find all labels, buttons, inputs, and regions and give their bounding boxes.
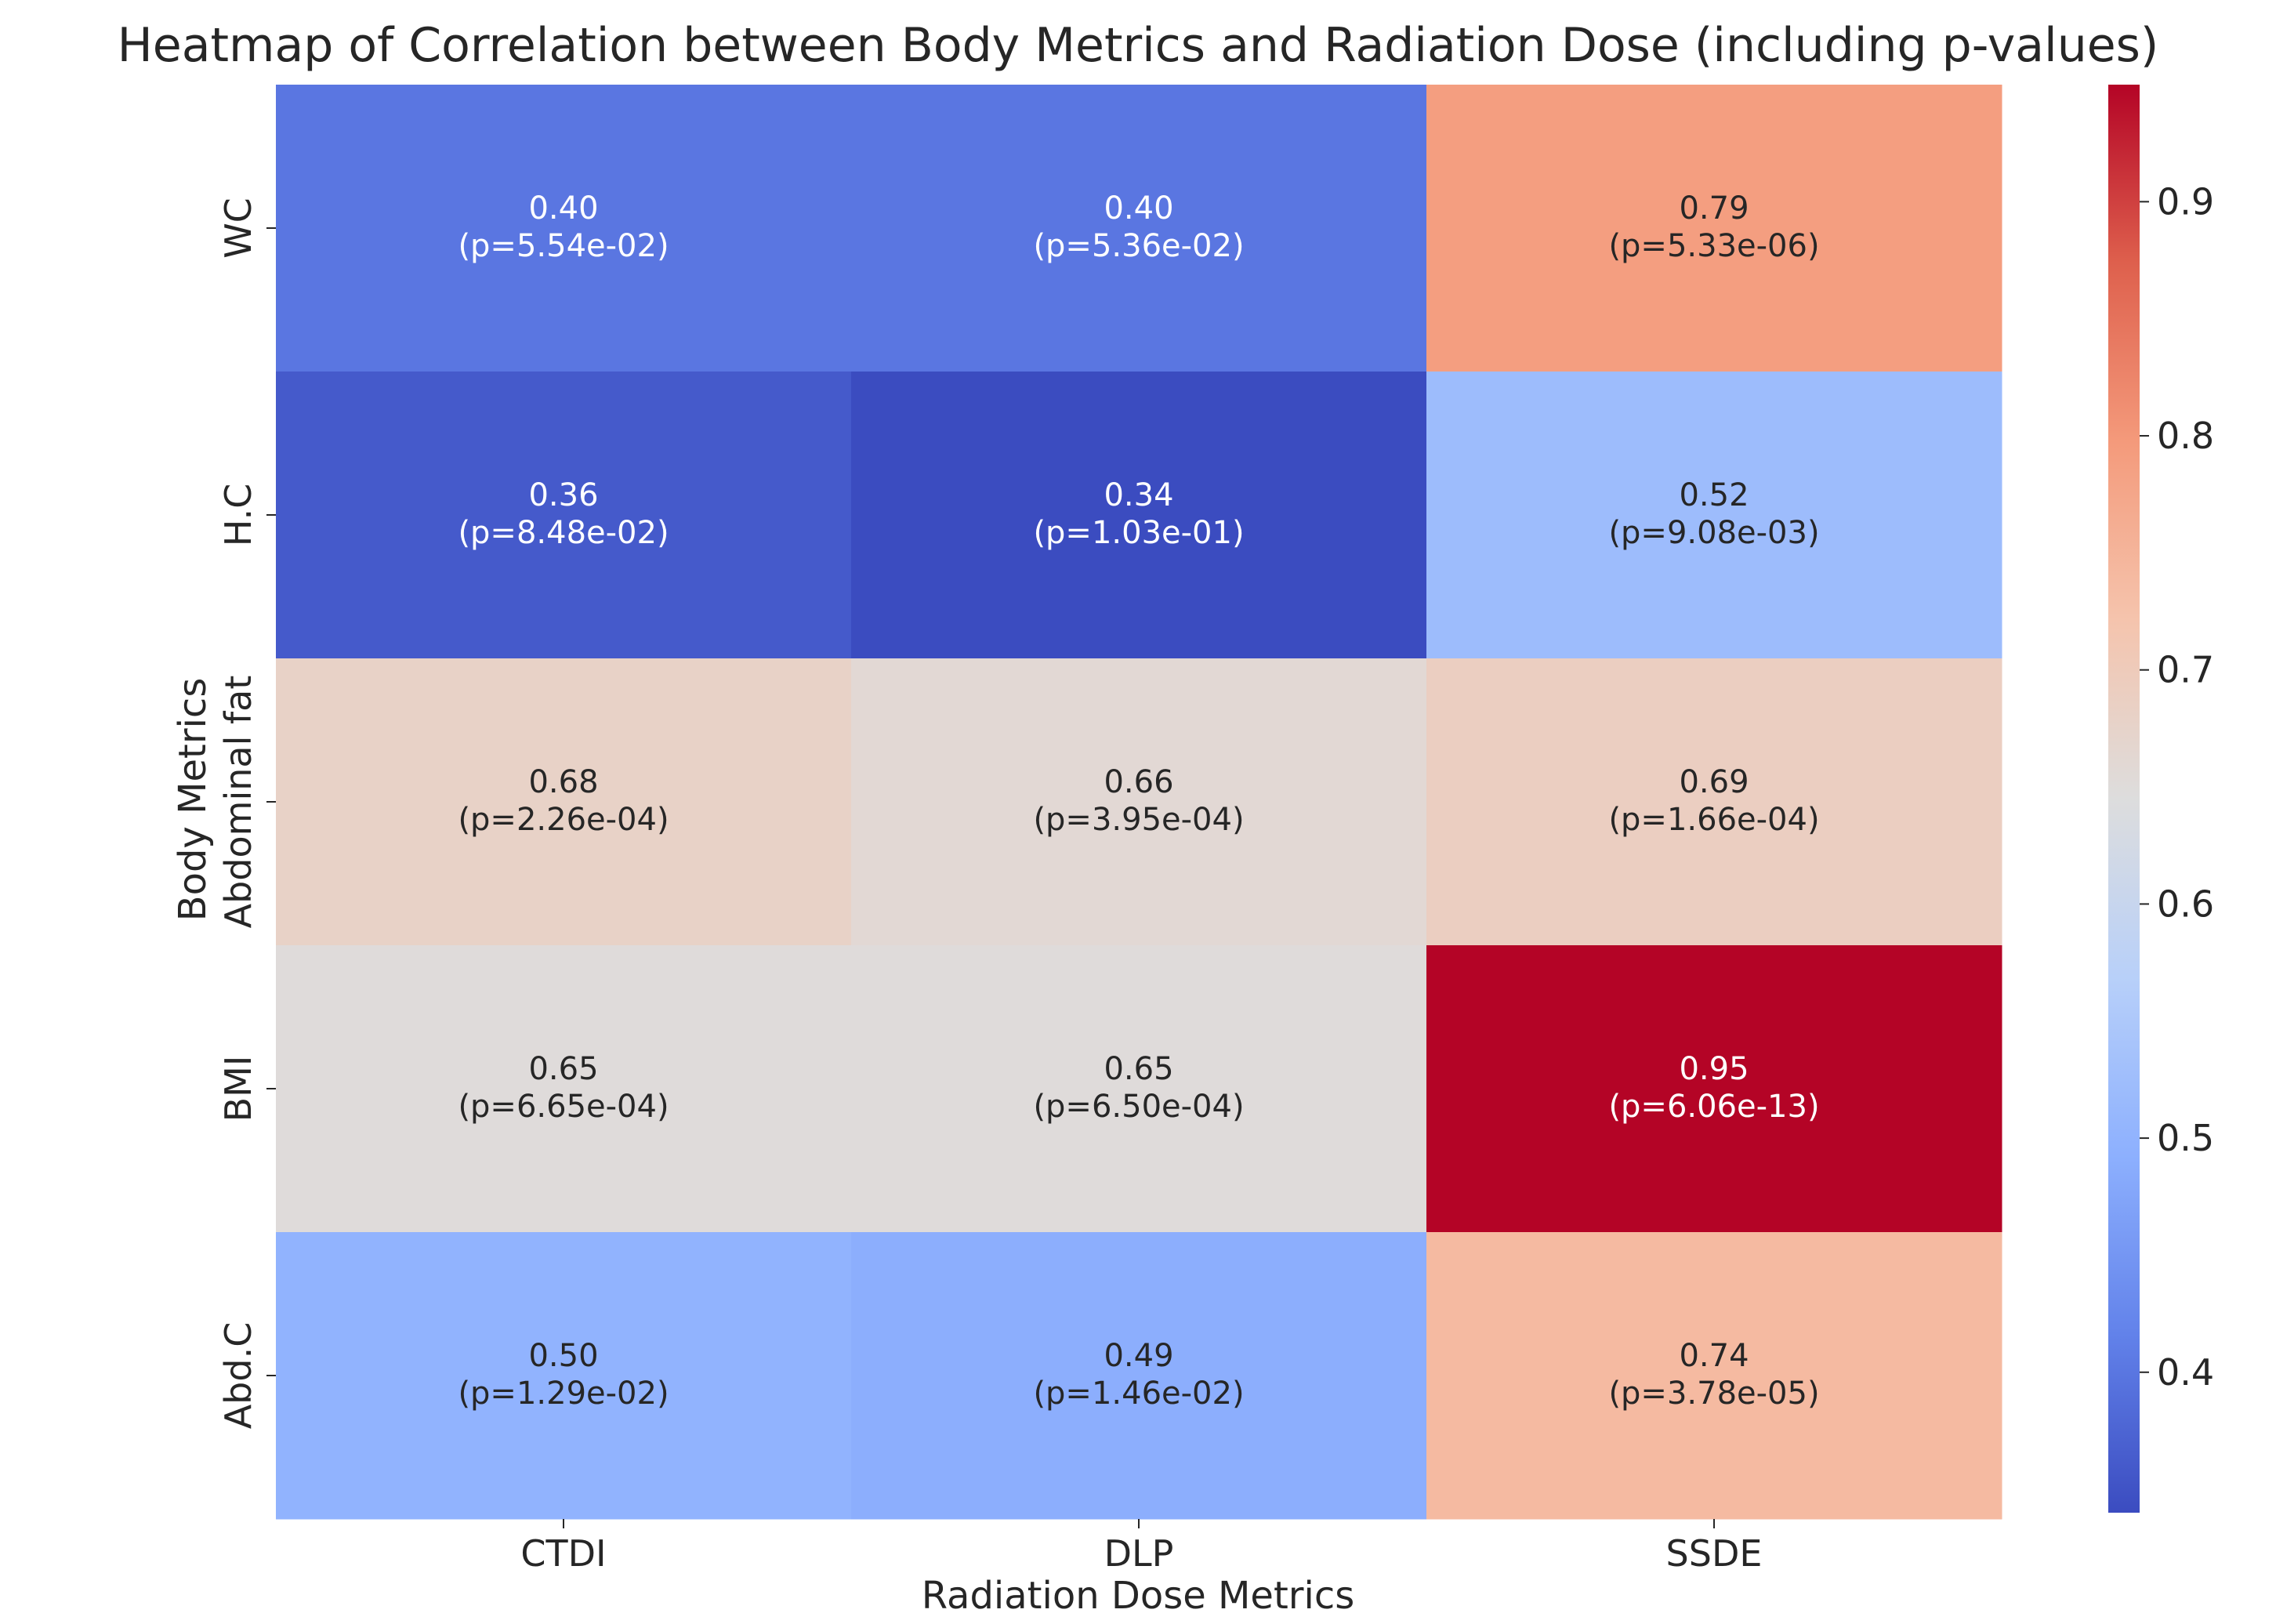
cell-value-label: 0.36 <box>528 477 598 513</box>
cell-p-value-label: (p=3.78e-05) <box>1608 1376 1819 1412</box>
cell-value-label: 0.74 <box>1679 1338 1749 1374</box>
cell-p-value-label: (p=1.29e-02) <box>458 1376 669 1412</box>
x-tick-label: CTDI <box>520 1532 606 1575</box>
cell-value-label: 0.50 <box>528 1338 598 1374</box>
cell-p-value-label: (p=6.65e-04) <box>458 1089 669 1125</box>
heatmap-cell-1-1 <box>851 372 1427 659</box>
cell-p-value-label: (p=3.95e-04) <box>1033 802 1244 838</box>
cell-value-label: 0.66 <box>1104 764 1173 800</box>
axis-ticks: CTDI DLP SSDE WC H.C Abdominal fat BMI Abd.C <box>217 198 1762 1575</box>
cell-value-label: 0.49 <box>1104 1338 1173 1374</box>
heatmap-cell-2-2 <box>1426 658 2002 946</box>
cell-p-value-label: (p=5.33e-06) <box>1608 228 1819 264</box>
colorbar-tick-label: 0.7 <box>2157 649 2214 691</box>
heatmap-cell-0-0 <box>276 85 852 372</box>
x-tick-label: SSDE <box>1666 1532 1763 1575</box>
cell-value-label: 0.95 <box>1679 1051 1749 1087</box>
heatmap-cell-3-2 <box>1426 945 2002 1233</box>
cell-p-value-label: (p=1.03e-01) <box>1033 515 1244 551</box>
cell-value-label: 0.65 <box>528 1051 598 1087</box>
cell-p-value-label: (p=1.46e-02) <box>1033 1376 1244 1412</box>
heatmap-cell-3-0 <box>276 945 852 1233</box>
colorbar-tick-label: 0.5 <box>2157 1117 2214 1159</box>
heatmap-cell-4-0 <box>276 1232 852 1520</box>
heatmap-cells: 0.40(p=5.54e-02)0.40(p=5.36e-02)0.79(p=5… <box>276 85 2002 1520</box>
cell-p-value-label: (p=5.36e-02) <box>1033 228 1244 264</box>
colorbar-tick-label: 0.4 <box>2157 1351 2214 1394</box>
x-axis-label: Radiation Dose Metrics <box>922 1574 1355 1618</box>
heatmap-cell-0-2 <box>1426 85 2002 372</box>
colorbar: 0.4 0.5 0.6 0.7 0.8 0.9 <box>2108 85 2214 1513</box>
colorbar-gradient <box>2108 85 2140 1513</box>
chart-title: Heatmap of Correlation between Body Metr… <box>118 18 2159 73</box>
y-tick-label: Abd.C <box>217 1322 259 1430</box>
cell-value-label: 0.79 <box>1679 190 1749 227</box>
y-tick-label: H.C <box>217 484 259 547</box>
cell-value-label: 0.52 <box>1679 477 1749 513</box>
x-tick-label: DLP <box>1104 1532 1174 1575</box>
cell-p-value-label: (p=6.50e-04) <box>1033 1089 1244 1125</box>
colorbar-tick-label: 0.8 <box>2157 415 2214 457</box>
cell-p-value-label: (p=2.26e-04) <box>458 802 669 838</box>
heatmap-cell-1-2 <box>1426 372 2002 659</box>
heatmap-cell-4-1 <box>851 1232 1427 1520</box>
heatmap-cell-4-2 <box>1426 1232 2002 1520</box>
y-tick-label: WC <box>217 198 259 259</box>
cell-p-value-label: (p=6.06e-13) <box>1608 1089 1819 1125</box>
heatmap-cell-0-1 <box>851 85 1427 372</box>
colorbar-tick-label: 0.6 <box>2157 883 2214 925</box>
cell-value-label: 0.34 <box>1104 477 1173 513</box>
colorbar-tick-label: 0.9 <box>2157 180 2214 223</box>
cell-p-value-label: (p=1.66e-04) <box>1608 802 1819 838</box>
heatmap-cell-2-1 <box>851 658 1427 946</box>
heatmap-cell-1-0 <box>276 372 852 659</box>
cell-p-value-label: (p=8.48e-02) <box>458 515 669 551</box>
y-tick-label: Abdominal fat <box>217 676 259 929</box>
cell-value-label: 0.40 <box>1104 190 1173 227</box>
heatmap-cell-2-0 <box>276 658 852 946</box>
y-axis-label: Body Metrics <box>171 678 215 922</box>
cell-p-value-label: (p=5.54e-02) <box>458 228 669 264</box>
cell-value-label: 0.68 <box>528 764 598 800</box>
y-tick-label: BMI <box>217 1056 259 1122</box>
heatmap-cell-3-1 <box>851 945 1427 1233</box>
cell-value-label: 0.65 <box>1104 1051 1173 1087</box>
cell-value-label: 0.69 <box>1679 764 1749 800</box>
cell-p-value-label: (p=9.08e-03) <box>1608 515 1819 551</box>
cell-value-label: 0.40 <box>528 190 598 227</box>
